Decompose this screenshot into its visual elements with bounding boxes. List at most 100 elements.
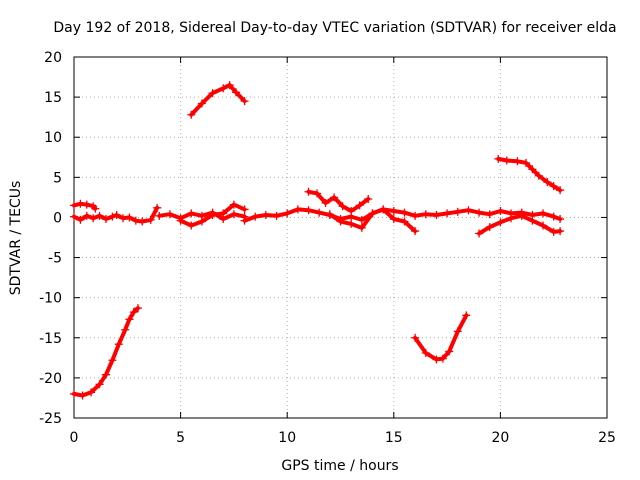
- data-point: [304, 187, 313, 196]
- data-point: [76, 215, 85, 224]
- data-point: [400, 208, 409, 217]
- x-axis-label: GPS time / hours: [281, 458, 398, 474]
- data-point: [108, 356, 117, 365]
- data-point: [304, 206, 313, 215]
- data-point: [496, 218, 505, 227]
- series-arc-j: [411, 311, 471, 364]
- y-tick-label: -25: [39, 411, 62, 427]
- data-point: [187, 209, 196, 218]
- series-arc-k: [475, 211, 565, 238]
- y-axis-label: SDTVAR / TECUs: [8, 181, 24, 296]
- data-point: [502, 156, 511, 165]
- y-tick-label: 20: [44, 50, 62, 66]
- data-point: [357, 223, 366, 232]
- data-point: [197, 217, 206, 226]
- data-point: [475, 208, 484, 217]
- data-point: [82, 211, 91, 220]
- data-point: [187, 110, 196, 119]
- data-point: [208, 89, 217, 98]
- x-tick-label: 10: [278, 430, 296, 446]
- series-line: [306, 189, 371, 213]
- series-arc-e: [187, 81, 249, 119]
- y-tick-label: 5: [53, 170, 62, 186]
- data-point: [549, 182, 558, 191]
- data-point: [485, 223, 494, 232]
- data-point: [330, 193, 339, 202]
- y-tick-labels: 20 15 10 5 0 -5 -10 -15 -20 -25: [39, 50, 62, 427]
- data-point: [70, 389, 78, 398]
- y-tick-label: -15: [39, 331, 62, 347]
- data-point: [165, 210, 174, 219]
- y-tick-label: 0: [53, 210, 62, 226]
- data-point: [411, 333, 420, 342]
- data-point: [197, 99, 206, 108]
- x-tick-label: 0: [70, 430, 79, 446]
- series-arc-g: [240, 205, 565, 225]
- data-point: [325, 210, 334, 219]
- series-arc-l: [494, 154, 565, 195]
- data-point: [119, 214, 128, 223]
- y-tick-label: 15: [44, 90, 62, 106]
- data-point: [539, 221, 548, 230]
- data-point: [219, 84, 228, 93]
- data-point: [240, 216, 249, 225]
- y-tick-label: -5: [48, 251, 62, 267]
- data-point: [76, 199, 85, 208]
- series-layer: [70, 81, 565, 400]
- data-point: [101, 370, 110, 379]
- series-arc-i: [325, 205, 420, 236]
- data-point: [421, 210, 430, 219]
- series-arc-a: [70, 203, 162, 226]
- axis-ticks: [73, 56, 608, 419]
- data-point: [496, 207, 505, 216]
- data-point: [379, 205, 388, 214]
- y-tick-label: -10: [39, 291, 62, 307]
- data-point: [475, 229, 484, 238]
- series-arc-c: [70, 304, 142, 400]
- data-point: [114, 340, 123, 349]
- data-point: [443, 209, 452, 218]
- data-point: [464, 206, 473, 215]
- data-point: [462, 311, 471, 320]
- data-point: [556, 186, 565, 195]
- data-point: [121, 325, 130, 334]
- data-point: [368, 209, 377, 218]
- series-line: [72, 306, 140, 398]
- data-point: [389, 207, 398, 216]
- data-point: [364, 194, 373, 203]
- data-point: [513, 157, 522, 166]
- series-arc-h: [304, 187, 373, 216]
- data-point: [240, 97, 249, 106]
- data-point: [153, 203, 162, 212]
- data-point: [338, 202, 347, 211]
- data-point: [321, 199, 330, 208]
- y-tick-label: -20: [39, 371, 62, 387]
- data-point: [283, 209, 292, 218]
- data-point: [534, 171, 543, 180]
- data-point: [229, 210, 238, 219]
- data-point: [528, 216, 537, 225]
- plot-frame: [73, 56, 608, 419]
- data-point: [261, 211, 270, 220]
- data-point: [355, 201, 364, 210]
- grid: [74, 57, 607, 418]
- data-point: [219, 209, 228, 218]
- data-point: [517, 211, 526, 220]
- data-point: [315, 208, 324, 217]
- data-point: [400, 217, 409, 226]
- data-point: [507, 214, 516, 223]
- data-point: [225, 81, 234, 90]
- data-point: [176, 216, 185, 225]
- data-point: [240, 205, 249, 214]
- data-point: [453, 327, 462, 336]
- data-point: [357, 215, 366, 224]
- data-point: [453, 207, 462, 216]
- data-point: [494, 154, 503, 163]
- data-point: [556, 215, 565, 224]
- data-point: [129, 308, 138, 317]
- data-point: [208, 211, 217, 220]
- data-point: [543, 178, 552, 187]
- data-point: [556, 227, 565, 236]
- x-tick-label: 5: [176, 430, 185, 446]
